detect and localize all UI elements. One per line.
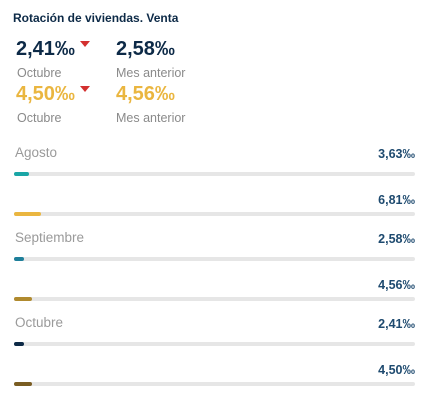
- category-label: Agosto: [15, 145, 58, 160]
- chart-title: Rotación de viviendas. Venta: [13, 11, 179, 25]
- bar-track: [14, 297, 415, 301]
- kpi-value: 4,56‰: [116, 83, 175, 105]
- data-label: 2,41‰: [378, 317, 415, 331]
- kpi-previous-value: 2,58‰: [116, 38, 175, 61]
- bar: [14, 342, 24, 346]
- trend-down-icon: [79, 86, 90, 92]
- bar: [14, 297, 33, 301]
- data-label: 4,50‰: [378, 363, 415, 377]
- kpi-label: Mes anterior: [116, 111, 186, 125]
- kpi-value: 2,41‰: [16, 38, 75, 60]
- bar: [14, 382, 33, 386]
- kpi-previous-value: 4,56‰: [116, 83, 175, 106]
- bar: [14, 212, 42, 216]
- category-label: Octubre: [15, 315, 64, 330]
- bar: [14, 172, 29, 176]
- trend-down-icon: [79, 41, 90, 47]
- kpi-current-value: 4,50‰: [16, 83, 90, 106]
- kpi-value: 2,58‰: [116, 38, 175, 60]
- category-label: Septiembre: [15, 230, 85, 245]
- data-label: 4,56‰: [378, 278, 415, 292]
- kpi-value: 4,50‰: [16, 83, 75, 105]
- bar-track: [14, 172, 415, 176]
- data-label: 2,58‰: [378, 232, 415, 246]
- data-label: 6,81‰: [378, 193, 415, 207]
- bar-track: [14, 257, 415, 261]
- kpi-label: Octubre: [17, 111, 62, 125]
- bar-track: [14, 342, 415, 346]
- bar: [14, 257, 25, 261]
- bar-track: [14, 212, 415, 216]
- data-label: 3,63‰: [378, 147, 415, 161]
- kpi-current-value: 2,41‰: [16, 38, 90, 61]
- bar-track: [14, 382, 415, 386]
- kpi-label: Octubre: [17, 66, 62, 80]
- kpi-label: Mes anterior: [116, 66, 186, 80]
